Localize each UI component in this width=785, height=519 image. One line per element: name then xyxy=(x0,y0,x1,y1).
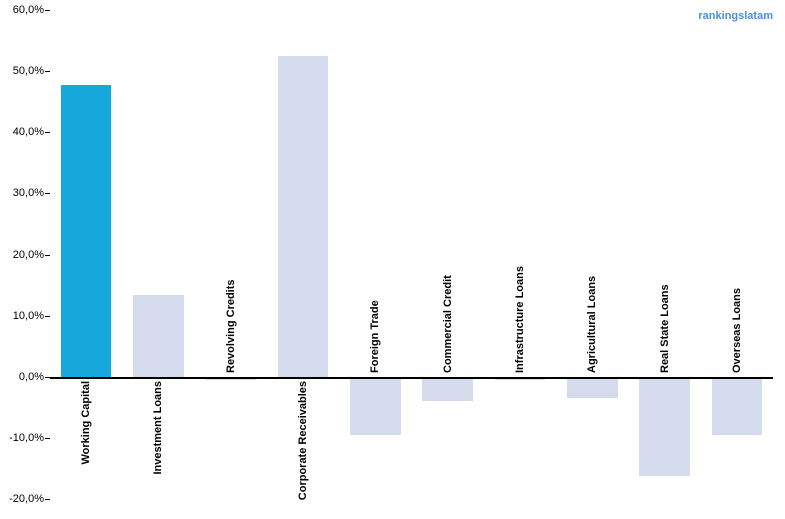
bar xyxy=(350,377,401,435)
bar xyxy=(567,377,618,398)
bar xyxy=(133,295,184,377)
bar-slot: Investment Loans xyxy=(122,10,194,499)
category-label: Commercial Credit xyxy=(442,275,454,373)
y-tick-label: -20,0% xyxy=(9,493,50,505)
bar-slot: Overseas Loans xyxy=(701,10,773,499)
category-label: Infrastructure Loans xyxy=(514,266,526,373)
y-tick-label: -10,0% xyxy=(9,432,50,444)
zero-axis-line xyxy=(50,377,773,379)
category-label: Real State Loans xyxy=(659,284,671,373)
bar-slot: Foreign Trade xyxy=(339,10,411,499)
bar-slot: Commercial Credit xyxy=(412,10,484,499)
bar-slot: Corporate Receivables xyxy=(267,10,339,499)
bar xyxy=(712,377,763,435)
bar xyxy=(422,377,473,401)
category-label: Working Capital xyxy=(80,381,92,465)
category-label: Agricultural Loans xyxy=(586,276,598,373)
category-label: Revolving Credits xyxy=(225,279,237,373)
bar-slot: Real State Loans xyxy=(628,10,700,499)
bar-slot: Agricultural Loans xyxy=(556,10,628,499)
bar xyxy=(278,56,329,377)
bar xyxy=(61,85,112,377)
category-label: Overseas Loans xyxy=(731,288,743,373)
plot-area: -20,0%-10,0%0,0%10,0%20,0%30,0%40,0%50,0… xyxy=(50,10,773,499)
bar xyxy=(639,377,690,476)
category-label: Foreign Trade xyxy=(369,300,381,373)
bar-slot: Infrastructure Loans xyxy=(484,10,556,499)
chart-container: rankingslatam -20,0%-10,0%0,0%10,0%20,0%… xyxy=(0,0,785,519)
bars-layer: Working Capital Investment Loans Revolving… xyxy=(50,10,773,499)
y-tick-mark xyxy=(45,499,50,500)
bar-slot: Working Capital xyxy=(50,10,122,499)
category-label: Corporate Receivables xyxy=(297,381,309,500)
category-label: Investment Loans xyxy=(152,381,164,475)
bar-slot: Revolving Credits xyxy=(195,10,267,499)
